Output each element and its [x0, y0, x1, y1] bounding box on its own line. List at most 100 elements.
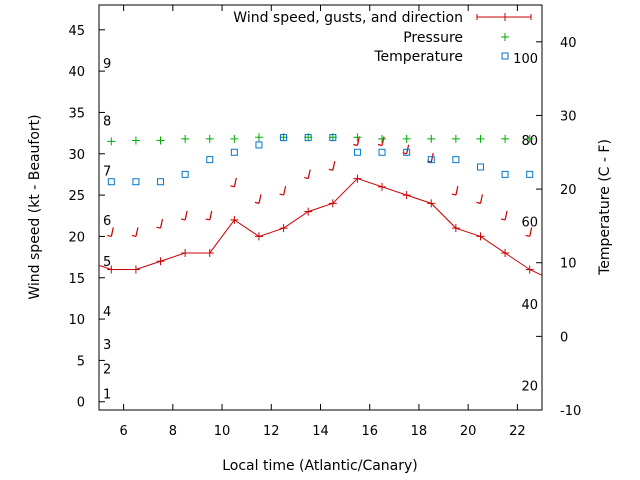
x-tick-label: 6 — [119, 424, 127, 439]
y-left-tick-label: 10 — [68, 313, 85, 328]
legend-swatch — [501, 33, 509, 41]
y-right-tick-label: 20 — [560, 183, 577, 198]
y-left-tick-label: 5 — [77, 354, 85, 369]
y-left-tick-label: 45 — [68, 24, 85, 39]
fahrenheit-label: 40 — [521, 298, 538, 313]
pressure-point — [107, 137, 116, 146]
wind-point — [427, 199, 436, 208]
x-tick-label: 18 — [411, 424, 428, 439]
beaufort-label: 1 — [103, 387, 111, 402]
y-left-tick-label: 30 — [68, 148, 85, 163]
temperature-point — [501, 170, 509, 178]
gust-arrow — [254, 194, 262, 204]
wind-point — [230, 215, 239, 224]
temperature-point — [107, 178, 115, 186]
temperature-point — [329, 134, 337, 142]
gust-arrow — [377, 136, 385, 147]
beaufort-label: 7 — [103, 164, 111, 179]
pressure-point — [156, 136, 165, 145]
wind-point — [378, 182, 387, 191]
scale-labels: 12345678920406080100 — [103, 52, 538, 402]
beaufort-label: 5 — [103, 255, 111, 270]
temperature-point — [403, 148, 411, 156]
temperature-point — [304, 134, 312, 142]
temperature-point — [526, 170, 534, 178]
pressure-point — [181, 134, 190, 143]
beaufort-label: 2 — [103, 363, 111, 378]
y-left-tick-label: 0 — [77, 396, 85, 411]
gust-arrow — [230, 177, 237, 188]
y-left-tick-label: 25 — [68, 189, 85, 204]
y-left-tick-label: 15 — [68, 272, 85, 287]
wind-point — [131, 265, 140, 274]
gust-arrow — [304, 169, 311, 180]
y-left-tick-label: 40 — [68, 65, 85, 80]
y-left-tick-label: 20 — [68, 230, 85, 245]
pressure-point — [427, 134, 436, 143]
gust-arrow — [476, 194, 484, 204]
x-tick-label: 16 — [361, 424, 378, 439]
legend-label: Pressure — [403, 30, 463, 46]
y-right-tick-label: -10 — [560, 404, 581, 419]
x-tick-label: 12 — [263, 424, 280, 439]
y-axis-label-right: Temperature (C - F) — [597, 139, 613, 276]
wind-point — [328, 199, 337, 208]
wind-point — [501, 248, 510, 257]
gust-arrow — [328, 161, 336, 171]
x-tick-label: 10 — [214, 424, 231, 439]
wind-point — [156, 257, 165, 266]
pressure-point — [476, 134, 485, 143]
wind-point — [402, 191, 411, 200]
wind-point — [451, 224, 460, 233]
fahrenheit-label: 20 — [521, 380, 538, 395]
gust-arrow — [131, 227, 139, 238]
gust-arrow — [156, 219, 164, 229]
wind-point — [353, 174, 362, 183]
wind-speed-line — [98, 177, 543, 276]
x-tick-label: 20 — [460, 424, 477, 439]
beaufort-label: 9 — [103, 57, 111, 72]
axis-ticks — [99, 5, 542, 411]
temperature-point — [206, 156, 214, 164]
temperature-point — [181, 170, 189, 178]
gust-arrow — [500, 210, 508, 221]
pressure-point — [378, 134, 387, 143]
pressure-point — [353, 133, 362, 142]
wind-point — [107, 265, 116, 274]
fahrenheit-label: 100 — [513, 52, 538, 67]
wind-point — [525, 265, 534, 274]
pressure-point — [402, 134, 411, 143]
gust-arrow — [107, 227, 114, 238]
gust-arrow — [205, 210, 213, 221]
wind-point — [181, 248, 190, 257]
tick-labels: 6 8 10 12 14 16 18 20 22051015202530354045-10010… — [68, 24, 581, 439]
y-right-tick-label: 0 — [560, 330, 568, 345]
fahrenheit-label: 60 — [521, 215, 538, 230]
wind-point — [254, 232, 263, 241]
x-axis-label: Local time (Atlantic/Canary) — [222, 458, 418, 474]
x-tick-label: 14 — [312, 424, 329, 439]
x-tick-label: 22 — [509, 424, 526, 439]
y-axis-label-left: Wind speed (kt - Beaufort) — [27, 114, 43, 299]
pressure-point — [451, 134, 460, 143]
pressure-point — [254, 133, 263, 142]
legend: Wind speed, gusts, and direction Pressure… — [233, 10, 532, 65]
pressure-point — [131, 136, 140, 145]
temperature-point — [157, 178, 165, 186]
wind-point — [476, 232, 485, 241]
y-right-tick-label: 30 — [560, 109, 577, 124]
y-right-tick-label: 10 — [560, 257, 577, 272]
legend-label: Temperature — [373, 49, 463, 65]
x-tick-label: 8 — [169, 424, 177, 439]
pressure-point — [501, 134, 510, 143]
temperature-point — [132, 178, 140, 186]
wind-point — [205, 248, 214, 257]
gust-arrow — [180, 210, 188, 221]
pressure-point — [230, 134, 239, 143]
beaufort-label: 3 — [103, 338, 111, 353]
gust-arrow — [525, 227, 533, 238]
gust-arrow — [279, 185, 287, 196]
temperature-point — [280, 134, 288, 142]
legend-swatch — [501, 52, 509, 60]
